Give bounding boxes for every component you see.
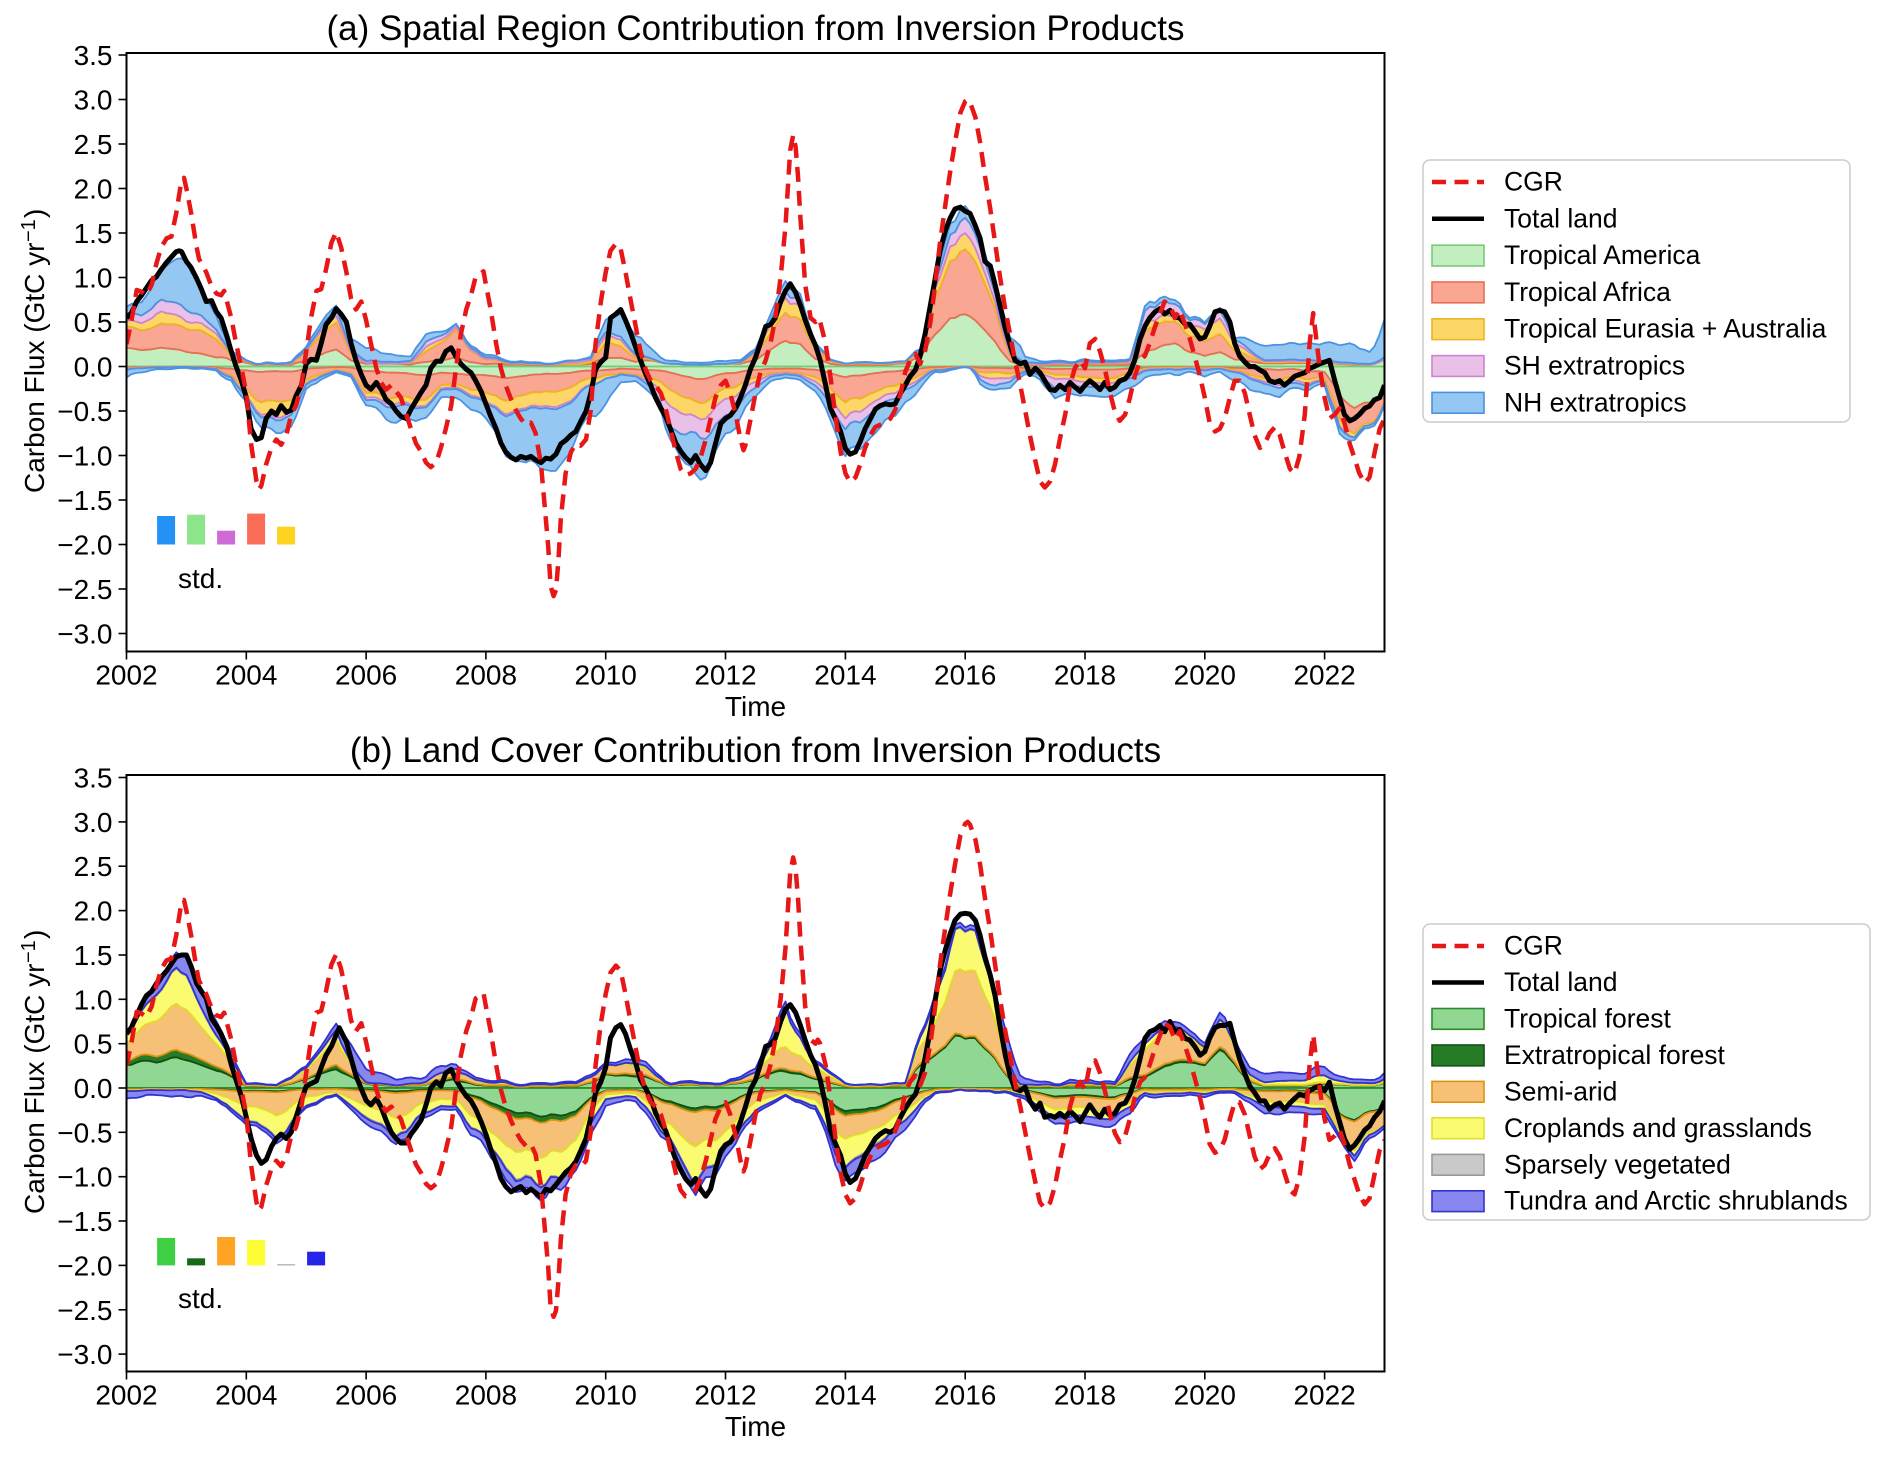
svg-text:2020: 2020 [1174,1380,1236,1411]
svg-text:Tropical America: Tropical America [1504,240,1701,270]
svg-text:2018: 2018 [1054,660,1116,691]
svg-text:): ) [19,930,50,939]
svg-text:−2.5: −2.5 [57,574,112,605]
svg-text:2002: 2002 [95,660,157,691]
svg-text:2010: 2010 [575,1380,637,1411]
svg-text:Total land: Total land [1504,967,1617,997]
svg-text:2004: 2004 [215,660,277,691]
svg-text:2004: 2004 [215,1380,277,1411]
svg-text:2016: 2016 [934,660,996,691]
svg-text:CGR: CGR [1504,931,1563,961]
svg-text:Time: Time [725,691,786,722]
svg-text:2002: 2002 [95,1380,157,1411]
svg-text:−1: −1 [18,219,40,242]
svg-text:Sparsely vegetated: Sparsely vegetated [1504,1149,1731,1179]
svg-text:−2.0: −2.0 [57,1250,112,1281]
svg-text:SH extratropics: SH extratropics [1504,351,1685,381]
svg-text:−1.5: −1.5 [57,485,112,516]
svg-text:3.0: 3.0 [74,807,113,838]
svg-text:−3.0: −3.0 [57,619,112,650]
svg-text:−3.0: −3.0 [57,1339,112,1370]
svg-text:std.: std. [178,1283,223,1314]
svg-text:2018: 2018 [1054,1380,1116,1411]
svg-text:2014: 2014 [814,1380,876,1411]
svg-text:−2.5: −2.5 [57,1295,112,1326]
svg-text:2006: 2006 [335,1380,397,1411]
svg-text:1.0: 1.0 [74,984,113,1015]
svg-text:2016: 2016 [934,1380,996,1411]
svg-text:NH extratropics: NH extratropics [1504,387,1687,417]
svg-text:2.0: 2.0 [74,174,113,205]
svg-text:1.0: 1.0 [74,263,113,294]
svg-text:2010: 2010 [575,660,637,691]
svg-text:Carbon Flux (GtC yr: Carbon Flux (GtC yr [19,243,50,494]
svg-text:std.: std. [178,563,223,594]
svg-text:Tropical forest: Tropical forest [1504,1003,1672,1033]
svg-text:3.0: 3.0 [74,85,113,116]
svg-text:Time: Time [725,1411,786,1442]
svg-text:2008: 2008 [455,1380,517,1411]
svg-text:−2.0: −2.0 [57,530,112,561]
svg-text:2.5: 2.5 [74,851,113,882]
svg-text:Tundra and Arctic shrublands: Tundra and Arctic shrublands [1504,1186,1848,1216]
svg-text:): ) [19,209,50,218]
svg-text:2.5: 2.5 [74,129,113,160]
svg-text:Semi-arid: Semi-arid [1504,1076,1617,1106]
svg-text:2022: 2022 [1293,660,1355,691]
svg-text:2.0: 2.0 [74,896,113,927]
svg-text:Croplands and grasslands: Croplands and grasslands [1504,1113,1812,1143]
svg-text:0.0: 0.0 [74,352,113,383]
svg-text:2012: 2012 [694,1380,756,1411]
svg-text:0.5: 0.5 [74,307,113,338]
svg-text:2006: 2006 [335,660,397,691]
svg-text:Tropical Africa: Tropical Africa [1504,277,1671,307]
svg-text:Total land: Total land [1504,203,1617,233]
svg-text:2012: 2012 [694,660,756,691]
svg-text:2014: 2014 [814,660,876,691]
svg-text:−1: −1 [18,940,40,963]
svg-text:3.5: 3.5 [74,763,113,794]
svg-text:0.0: 0.0 [74,1073,113,1104]
svg-text:−1.5: −1.5 [57,1206,112,1237]
svg-text:(b) Land Cover Contribution fr: (b) Land Cover Contribution from Inversi… [350,731,1161,770]
svg-text:2008: 2008 [455,660,517,691]
svg-text:CGR: CGR [1504,167,1563,197]
svg-text:2020: 2020 [1174,660,1236,691]
svg-text:0.5: 0.5 [74,1029,113,1060]
svg-text:(a) Spatial Region Contributio: (a) Spatial Region Contribution from Inv… [327,9,1185,48]
svg-text:Carbon Flux (GtC yr: Carbon Flux (GtC yr [19,964,50,1215]
svg-text:2022: 2022 [1293,1380,1355,1411]
svg-text:1.5: 1.5 [74,218,113,249]
svg-text:3.5: 3.5 [74,40,113,71]
svg-text:−0.5: −0.5 [57,1117,112,1148]
svg-text:Extratropical forest: Extratropical forest [1504,1040,1726,1070]
svg-text:−0.5: −0.5 [57,396,112,427]
svg-text:−1.0: −1.0 [57,1162,112,1193]
svg-text:Tropical Eurasia + Australia: Tropical Eurasia + Australia [1504,314,1827,344]
svg-text:−1.0: −1.0 [57,441,112,472]
svg-text:1.5: 1.5 [74,940,113,971]
